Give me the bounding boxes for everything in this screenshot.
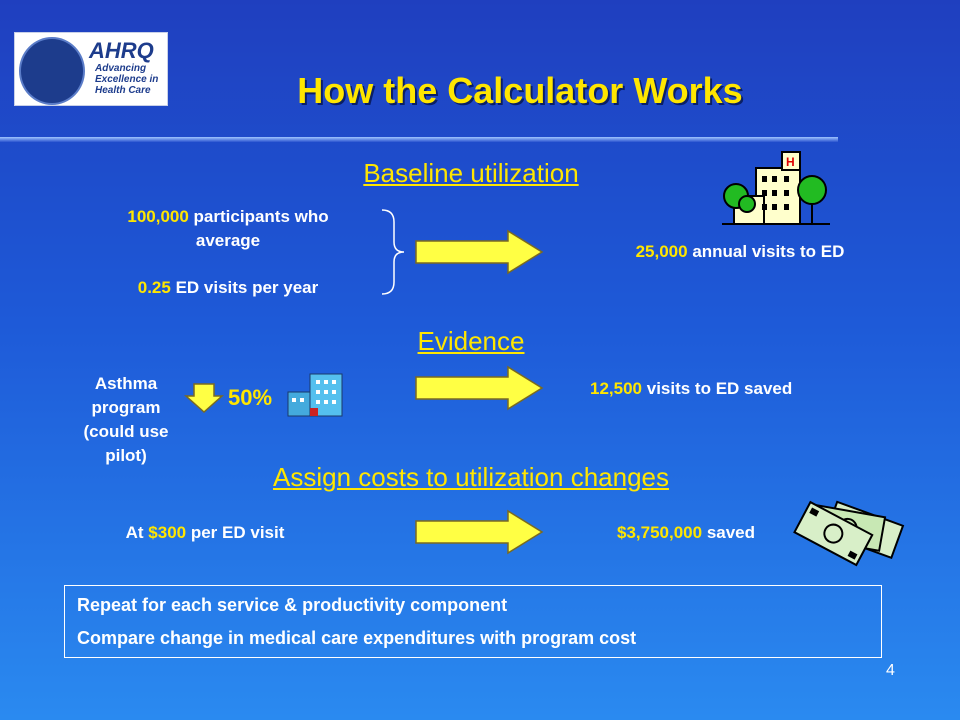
arrow-right-icon bbox=[415, 229, 544, 275]
program-line: Asthma bbox=[94, 374, 158, 393]
page-number: 4 bbox=[886, 662, 895, 679]
tagline-line: Excellence in bbox=[95, 74, 159, 85]
cost-at-label: At bbox=[125, 523, 144, 542]
program-line: program bbox=[91, 398, 161, 417]
ahrq-tagline: Advancing Excellence in Health Care bbox=[95, 63, 158, 96]
tagline-line: Health Care bbox=[95, 85, 151, 96]
ahrq-wordmark: AHRQ bbox=[88, 38, 154, 63]
arrow-right-icon bbox=[415, 509, 544, 555]
cost-per-visit-text: At $300 per ED visit bbox=[60, 523, 350, 543]
title-divider bbox=[0, 137, 838, 142]
savings-amount: $3,750,000 bbox=[616, 523, 703, 542]
cost-per-visit-label: per ED visit bbox=[190, 523, 285, 542]
visits-rate-text: 0.25 ED visits per year bbox=[60, 278, 396, 298]
evidence-heading: Evidence bbox=[417, 326, 525, 356]
participants-count: 100,000 bbox=[127, 207, 189, 226]
right-brace-icon bbox=[381, 209, 405, 295]
money-icon bbox=[793, 500, 905, 567]
annual-visits-result: 25,000 annual visits to ED bbox=[580, 242, 900, 262]
visits-saved-result: 12,500 visits to ED saved bbox=[580, 379, 890, 399]
summary-box: Repeat for each service & productivity c… bbox=[64, 585, 882, 658]
down-arrow-icon bbox=[184, 383, 224, 414]
annual-visits-count: 25,000 bbox=[635, 242, 688, 261]
program-line: pilot) bbox=[105, 446, 147, 465]
tagline-line: Advancing bbox=[95, 63, 147, 74]
summary-line-1: Repeat for each service & productivity c… bbox=[77, 595, 508, 615]
visits-saved-label: visits to ED saved bbox=[646, 379, 793, 398]
svg-text:H: H bbox=[786, 155, 795, 169]
cost-per-visit: $300 bbox=[148, 523, 187, 542]
hospital-icon: H bbox=[722, 151, 830, 225]
ahrq-label: AHRQ bbox=[88, 38, 154, 63]
savings-label: saved bbox=[706, 523, 756, 542]
costs-heading: Assign costs to utilization changes bbox=[273, 462, 669, 492]
summary-line-2: Compare change in medical care expenditu… bbox=[77, 628, 637, 648]
annual-visits-label: annual visits to ED bbox=[692, 242, 845, 261]
visits-saved-count: 12,500 bbox=[590, 379, 642, 398]
baseline-heading: Baseline utilization bbox=[363, 158, 579, 188]
asthma-program-text: Asthma program (could use pilot) bbox=[44, 372, 208, 468]
participants-text: 100,000 participants who average bbox=[60, 205, 396, 253]
visits-rate-label: ED visits per year bbox=[175, 278, 319, 297]
building-icon bbox=[287, 373, 343, 417]
hhs-seal-icon bbox=[19, 37, 85, 105]
savings-result: $3,750,000 saved bbox=[576, 523, 796, 543]
average-label: average bbox=[195, 231, 261, 250]
visits-rate: 0.25 bbox=[137, 278, 171, 297]
arrow-right-icon bbox=[415, 365, 544, 411]
reduction-percent: 50% bbox=[228, 385, 273, 410]
ahrq-logo: AHRQ Advancing Excellence in Health Care bbox=[14, 32, 168, 106]
participants-label: participants who bbox=[193, 207, 329, 226]
program-line: (could use bbox=[83, 422, 169, 441]
slide-title: How the Calculator Works bbox=[297, 70, 743, 111]
